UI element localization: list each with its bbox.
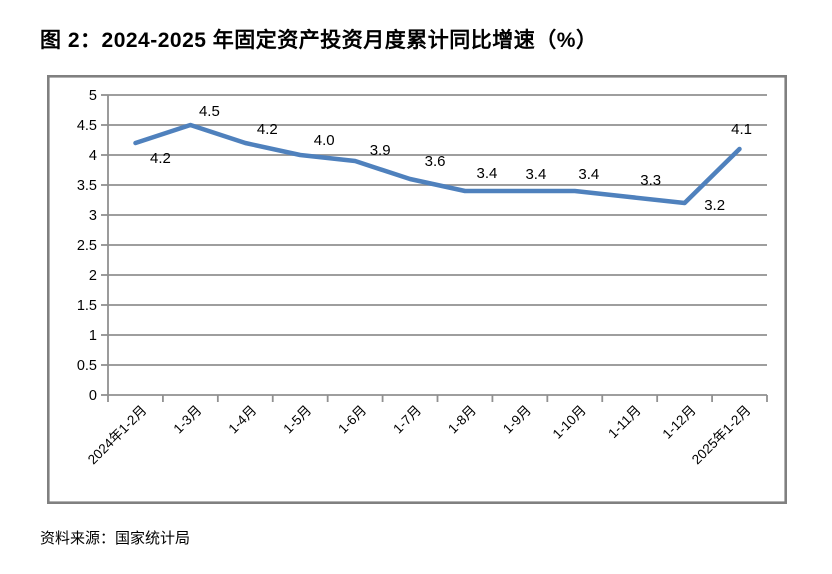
y-axis-label: 1 [89, 328, 97, 344]
y-axis-label: 0 [89, 388, 97, 404]
source-note: 资料来源：国家统计局 [40, 530, 191, 547]
data-label: 3.4 [578, 166, 599, 183]
data-label: 3.2 [704, 197, 725, 214]
data-label: 4.1 [731, 121, 752, 138]
chart-title: 图 2：2024-2025 年固定资产投资月度累计同比增速（%） [40, 29, 598, 52]
y-axis-label: 2.5 [77, 238, 97, 254]
x-axis-label: 1-9月 [500, 403, 534, 437]
x-axis-label: 1-11月 [605, 403, 644, 442]
x-axis-label: 1-12月 [659, 403, 698, 442]
y-axis-label: 0.5 [77, 358, 97, 374]
data-label: 3.4 [477, 165, 498, 182]
data-label: 3.4 [525, 166, 546, 183]
x-axis-label: 1-7月 [390, 403, 424, 437]
y-axis-label: 4.5 [77, 118, 97, 134]
x-axis-label: 1-10月 [550, 403, 589, 442]
data-label: 4.5 [199, 103, 220, 120]
chart-frame [47, 75, 787, 504]
x-axis-label: 1-6月 [335, 403, 369, 437]
x-axis-label: 1-5月 [280, 403, 314, 437]
y-axis-label: 2 [89, 268, 97, 284]
y-axis-label: 3 [89, 208, 97, 224]
data-label: 4.2 [150, 150, 171, 167]
y-axis-label: 5 [89, 88, 97, 104]
data-label: 4.2 [257, 121, 278, 138]
x-axis-label: 1-3月 [171, 403, 205, 437]
y-axis-label: 3.5 [77, 178, 97, 194]
data-label: 3.3 [640, 172, 661, 189]
y-axis-label: 4 [89, 148, 97, 164]
data-label: 4.0 [314, 132, 335, 149]
y-axis-label: 1.5 [77, 298, 97, 314]
line-chart: 0 0.5 1 1.5 2 2.5 3 3.5 4 4.5 5 2024年1-2月 1-3月 1-4月 1-… [47, 75, 787, 504]
x-axis-label: 2024年1-2月 [85, 403, 150, 468]
trend-line [133, 122, 742, 206]
data-label: 3.9 [370, 142, 391, 159]
x-axis-label: 2025年1-2月 [689, 403, 754, 468]
data-label: 3.6 [425, 153, 446, 170]
x-axis-label: 1-8月 [445, 403, 479, 437]
x-axis-label: 1-4月 [225, 403, 259, 437]
